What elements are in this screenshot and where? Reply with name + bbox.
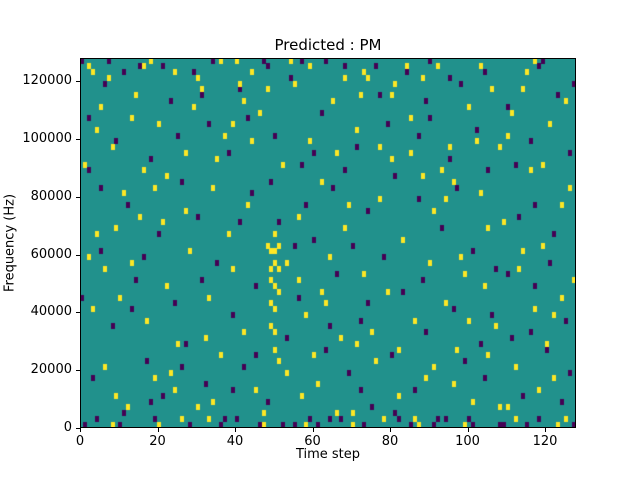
y-tick-label: 80000 bbox=[30, 188, 72, 204]
x-tick-mark bbox=[467, 428, 469, 432]
x-tick-label: 120 bbox=[532, 434, 558, 449]
y-tick-label: 40000 bbox=[30, 304, 72, 320]
x-tick-label: 40 bbox=[226, 434, 244, 449]
x-tick-mark bbox=[390, 428, 391, 432]
y-tick-mark bbox=[76, 81, 80, 83]
x-tick-label: 100 bbox=[455, 434, 480, 449]
y-tick-label: 60000 bbox=[30, 246, 72, 262]
y-tick-label: 100000 bbox=[22, 130, 72, 146]
y-tick-label: 0 bbox=[63, 420, 72, 435]
y-tick-label: 20000 bbox=[30, 362, 72, 378]
y-tick-label: 120000 bbox=[22, 73, 72, 89]
x-tick-mark bbox=[545, 428, 546, 432]
x-tick-mark bbox=[312, 428, 314, 432]
x-tick-label: 20 bbox=[149, 434, 166, 449]
y-axis-label: Frequency (Hz) bbox=[2, 193, 18, 293]
chart-title: Predicted : PM bbox=[274, 36, 382, 54]
heatmap-canvas bbox=[80, 58, 576, 428]
x-tick-label: 80 bbox=[381, 434, 399, 449]
x-axis-label: Time step bbox=[295, 447, 361, 462]
x-tick-label: 0 bbox=[75, 434, 85, 449]
x-tick-label: 60 bbox=[304, 434, 321, 449]
y-tick-mark bbox=[76, 254, 80, 256]
x-tick-mark bbox=[157, 428, 159, 432]
y-tick-mark bbox=[76, 312, 80, 314]
x-tick-mark bbox=[80, 428, 81, 432]
y-tick-mark bbox=[76, 196, 80, 198]
y-tick-mark bbox=[76, 428, 80, 429]
y-tick-mark bbox=[76, 370, 80, 372]
x-tick-mark bbox=[235, 428, 236, 432]
y-tick-mark bbox=[76, 138, 80, 140]
